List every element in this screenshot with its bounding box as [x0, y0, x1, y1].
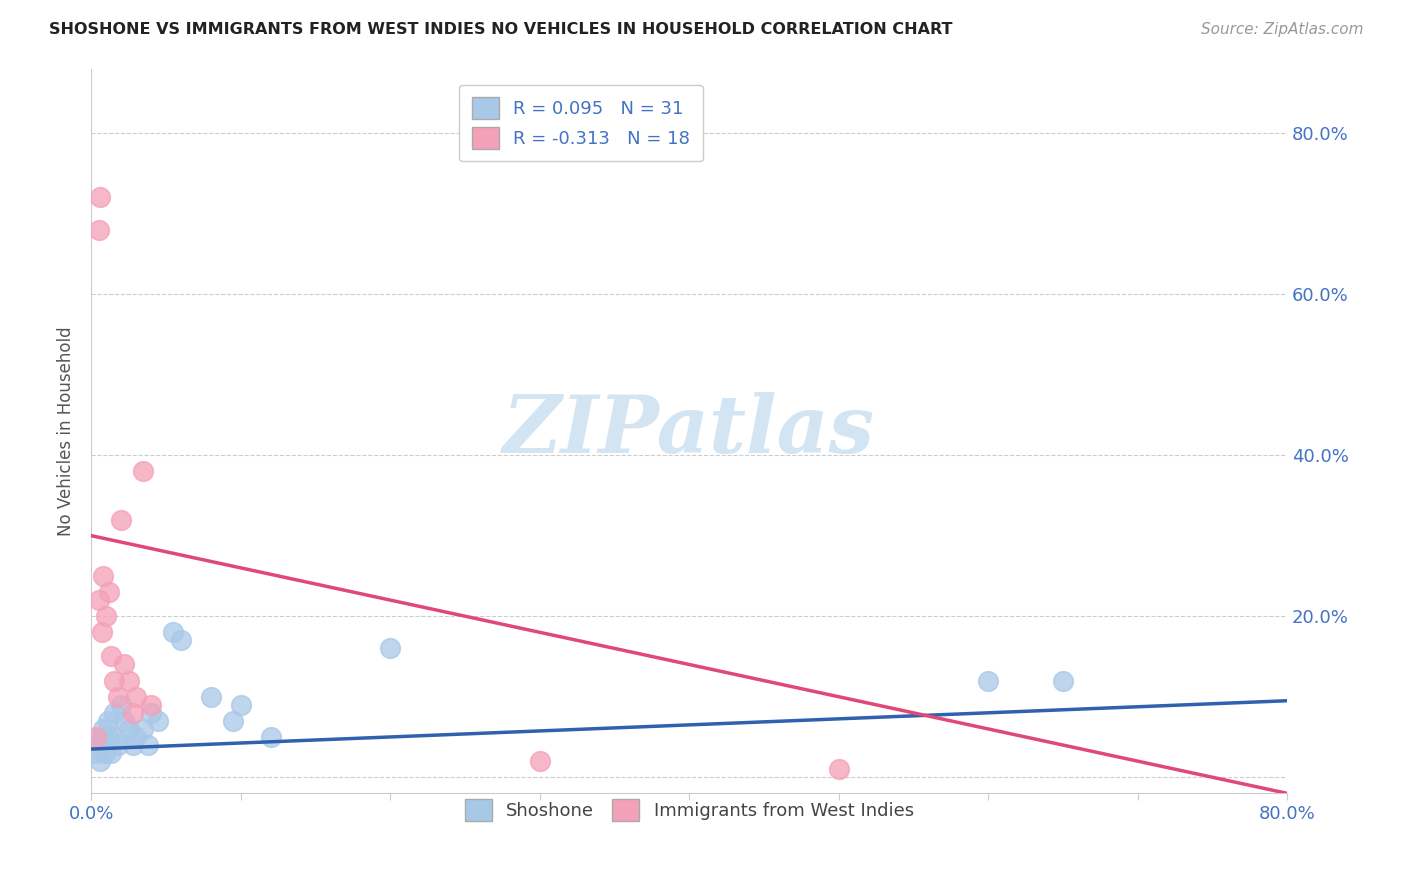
Point [229, 698, 252, 712]
Point [132, 722, 155, 736]
Point [125, 730, 148, 744]
Point [103, 706, 125, 720]
Point [259, 730, 281, 744]
Point [170, 633, 193, 648]
Point [200, 690, 222, 704]
Point [93, 746, 115, 760]
Point [132, 464, 155, 478]
Text: ZIPatlas: ZIPatlas [503, 392, 875, 470]
Point [98, 585, 121, 599]
Point [91, 722, 114, 736]
Point [91, 569, 114, 583]
Point [136, 738, 159, 752]
Point [100, 649, 122, 664]
Point [98, 730, 121, 744]
Point [122, 738, 145, 752]
Point [89, 190, 111, 204]
Text: SHOSHONE VS IMMIGRANTS FROM WEST INDIES NO VEHICLES IN HOUSEHOLD CORRELATION CHA: SHOSHONE VS IMMIGRANTS FROM WEST INDIES … [49, 22, 953, 37]
Point [100, 746, 122, 760]
Point [122, 706, 145, 720]
Point [104, 730, 127, 744]
Point [103, 673, 125, 688]
Text: Source: ZipAtlas.com: Source: ZipAtlas.com [1201, 22, 1364, 37]
Point [529, 754, 551, 768]
Point [87, 593, 110, 607]
Point [125, 690, 148, 704]
Point [94, 609, 117, 624]
Point [107, 690, 129, 704]
Point [84, 730, 107, 744]
Point [222, 714, 245, 728]
Point [89, 754, 111, 768]
Point [112, 657, 135, 672]
Point [87, 738, 110, 752]
Point [378, 641, 401, 656]
Point [90, 625, 112, 640]
Point [112, 714, 135, 728]
Point [97, 714, 120, 728]
Point [117, 673, 139, 688]
Point [117, 722, 139, 736]
Point [148, 714, 170, 728]
Point [87, 222, 110, 236]
Legend: Shoshone, Immigrants from West Indies: Shoshone, Immigrants from West Indies [450, 784, 928, 835]
Point [90, 730, 112, 744]
Point [827, 762, 849, 776]
Point [110, 698, 132, 712]
Point [139, 698, 162, 712]
Y-axis label: No Vehicles in Household: No Vehicles in Household [58, 326, 75, 536]
Point [977, 673, 1000, 688]
Point [110, 512, 132, 526]
Point [94, 738, 117, 752]
Point [84, 746, 107, 760]
Point [107, 738, 129, 752]
Point [1052, 673, 1074, 688]
Point [162, 625, 184, 640]
Point [139, 706, 162, 720]
